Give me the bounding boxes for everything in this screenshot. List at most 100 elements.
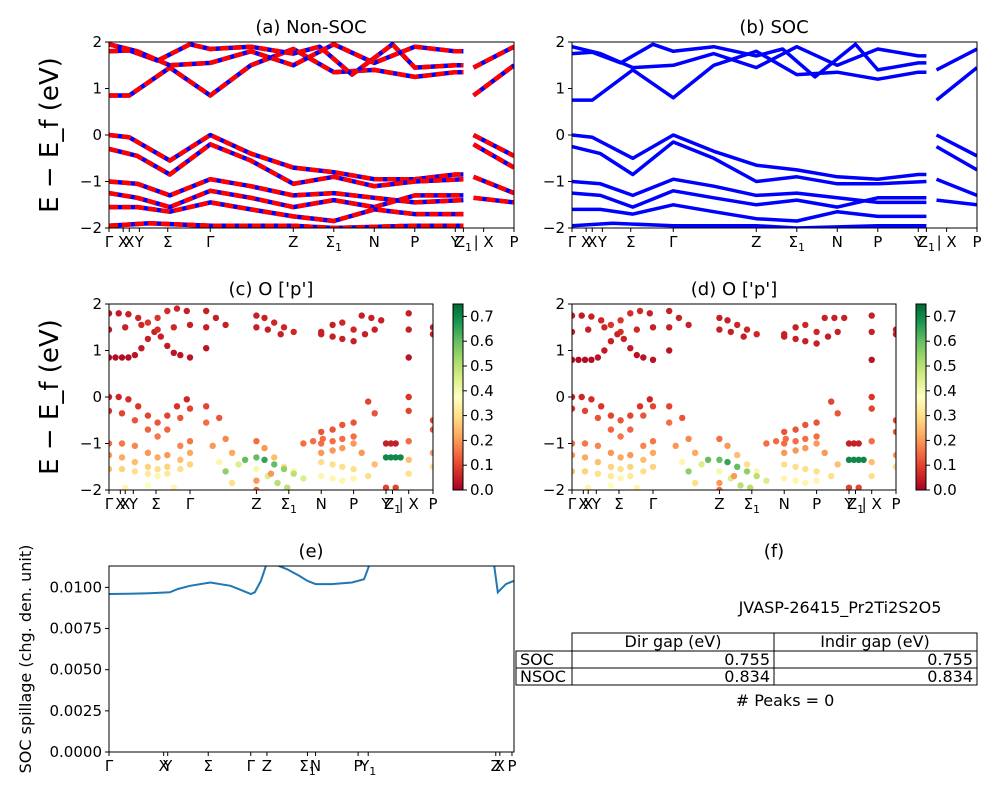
projection-point xyxy=(802,338,809,345)
projection-point xyxy=(855,440,862,447)
projection-point xyxy=(685,468,692,475)
gap-table-cell xyxy=(773,667,978,686)
panel-d-ytick-label: −1 xyxy=(543,435,565,453)
panel-b-xtick-label: X xyxy=(587,233,597,251)
projection-point xyxy=(868,393,875,401)
projection-point xyxy=(743,326,751,333)
projection-point xyxy=(131,468,139,475)
projection-point xyxy=(118,465,126,473)
panel-e-ytick-label: 0.0000 xyxy=(50,743,103,761)
panel-d-ytick-label: −2 xyxy=(543,481,565,499)
panel-b-xtick-label: Y xyxy=(913,233,924,251)
colorbar-tick-label: 0.7 xyxy=(470,307,494,325)
projection-point xyxy=(118,354,126,361)
projection-point xyxy=(747,484,754,490)
projection-point xyxy=(228,449,236,456)
projection-point xyxy=(704,456,712,463)
projection-point xyxy=(267,470,275,477)
projection-point xyxy=(716,326,723,333)
projection-point xyxy=(607,321,615,329)
projection-point xyxy=(868,458,875,466)
projection-point xyxy=(802,479,809,487)
panel-e-xtick-subscript: 1 xyxy=(309,765,316,778)
projection-point xyxy=(235,461,242,468)
panel-e-line xyxy=(109,566,514,596)
projection-point xyxy=(405,470,412,477)
projection-point xyxy=(350,433,357,440)
projection-point xyxy=(144,482,152,489)
projection-point xyxy=(350,338,357,345)
projection-point xyxy=(802,444,809,452)
projection-point xyxy=(253,486,260,490)
projection-point xyxy=(138,345,145,352)
projection-point xyxy=(813,468,820,475)
panel-a-ytick-label: 2 xyxy=(92,33,102,51)
projection-point xyxy=(802,421,809,429)
projection-point xyxy=(828,398,835,405)
projection-point xyxy=(429,449,433,456)
panel-c-colorbar: 0.7 0.6 0.5 0.4 0.3 0.2 0.1 0.0 xyxy=(452,303,494,499)
colorbar-tick-label: 0.3 xyxy=(470,407,494,425)
projection-point xyxy=(318,428,325,436)
panel-a-xtick-label: Y xyxy=(134,233,145,251)
projection-point xyxy=(222,321,229,329)
projection-point xyxy=(177,465,184,473)
projection-point xyxy=(850,456,858,463)
projection-point xyxy=(716,479,723,487)
projection-point xyxy=(581,356,589,363)
projection-point xyxy=(636,403,644,410)
projection-point xyxy=(633,351,640,359)
projection-point xyxy=(572,393,576,401)
projection-point xyxy=(350,419,357,426)
projection-point xyxy=(743,461,751,468)
band-line xyxy=(936,198,977,207)
panel-a-xtick-label: Z xyxy=(288,233,298,251)
projection-point xyxy=(578,312,585,319)
projection-point xyxy=(646,310,653,317)
gap-table-value: 0.755 xyxy=(927,650,973,669)
projection-point xyxy=(253,324,260,331)
panel-a-xtick-label: P xyxy=(509,233,518,251)
band-line xyxy=(572,140,927,186)
projection-point xyxy=(122,484,129,490)
gap-table-value: 0.834 xyxy=(724,667,770,686)
projection-point xyxy=(109,393,113,401)
projection-point xyxy=(392,454,399,461)
projection-point xyxy=(203,324,210,331)
panel-a-ytick-label: 1 xyxy=(92,80,102,98)
projection-point xyxy=(186,354,194,361)
projection-point xyxy=(271,319,278,326)
projection-point xyxy=(125,354,132,361)
projection-point xyxy=(405,438,412,445)
projection-point xyxy=(868,472,875,480)
projection-point xyxy=(607,426,615,433)
projection-point xyxy=(329,447,336,454)
projection-point xyxy=(649,463,657,470)
panel-d-ytick-label: 0 xyxy=(555,388,565,406)
projection-point xyxy=(368,314,375,322)
projection-point xyxy=(329,333,336,340)
panel-b-xtick-label: Z xyxy=(751,233,761,251)
projection-point xyxy=(572,405,576,412)
projection-point xyxy=(339,421,346,429)
projection-point xyxy=(627,310,634,317)
projection-point xyxy=(730,472,738,480)
panel-a-xtick-label: Σ xyxy=(163,233,172,251)
projection-point xyxy=(183,396,190,403)
panel-c-ytick-label: 2 xyxy=(92,295,102,313)
panel-a-xtick-label: Y xyxy=(450,233,461,251)
projection-point xyxy=(186,405,194,412)
colorbar-tick-label: 0.0 xyxy=(933,481,957,499)
panel-b-xtick-label: Γ xyxy=(669,233,678,251)
panel-e-ytick-label: 0.0025 xyxy=(50,702,103,720)
panel-e-xtick-label: X xyxy=(159,757,169,775)
projection-point xyxy=(691,449,699,456)
projection-point xyxy=(154,419,161,426)
projection-point xyxy=(173,305,181,312)
projection-point xyxy=(109,310,113,317)
projection-point xyxy=(666,307,673,315)
panel-c-frame xyxy=(108,303,434,491)
projection-point xyxy=(387,454,395,461)
panel-d-xtick-label: P xyxy=(812,495,821,513)
